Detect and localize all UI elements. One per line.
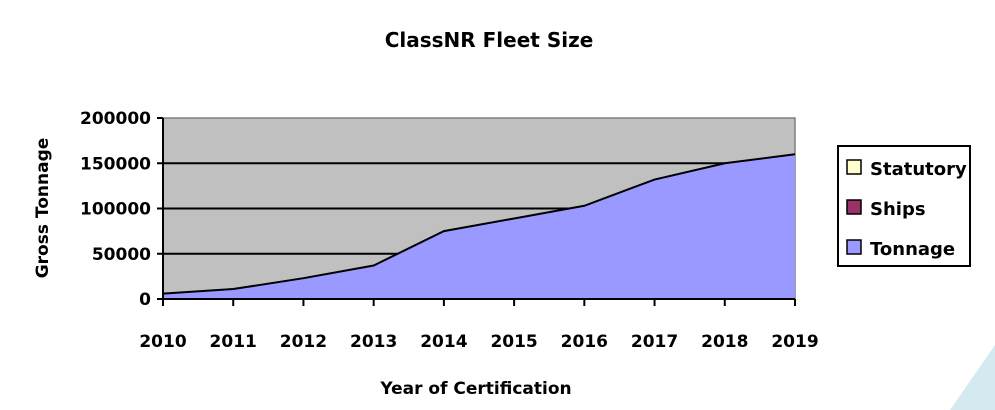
x-tick-label: 2012 [280, 332, 327, 352]
tonnage-line [162, 153, 796, 295]
x-tick-label: 2011 [210, 332, 257, 352]
x-tick-label: 2013 [350, 332, 397, 352]
y-axis-label: Gross Tonnage [33, 138, 53, 279]
x-tick-label: 2016 [561, 332, 608, 352]
tonnage-area [163, 154, 795, 299]
x-tick-label: 2015 [490, 332, 537, 352]
corner-decoration [950, 345, 995, 410]
legend-swatch [846, 199, 862, 215]
x-tick-label: 2019 [771, 332, 818, 352]
legend-label: Ships [870, 199, 926, 220]
y-tick-label: 200000 [80, 109, 151, 129]
x-tick-label: 2010 [139, 332, 186, 352]
x-tick-label: 2017 [631, 332, 678, 352]
chart-title: ClassNR Fleet Size [385, 28, 594, 52]
legend: Statutory Ships Tonnage [837, 145, 971, 267]
x-tick-label: 2018 [701, 332, 748, 352]
legend-label: Statutory [870, 159, 967, 180]
legend-label: Tonnage [870, 239, 955, 260]
x-tick-label: 2014 [420, 332, 467, 352]
y-tick-label: 100000 [80, 200, 151, 220]
y-tick-label: 50000 [92, 245, 151, 265]
x-axis-label: Year of Certification [379, 379, 571, 399]
y-tick-label: 150000 [80, 154, 151, 174]
legend-swatch [846, 239, 862, 255]
legend-swatch [846, 159, 862, 175]
y-tick-label: 0 [139, 290, 151, 310]
